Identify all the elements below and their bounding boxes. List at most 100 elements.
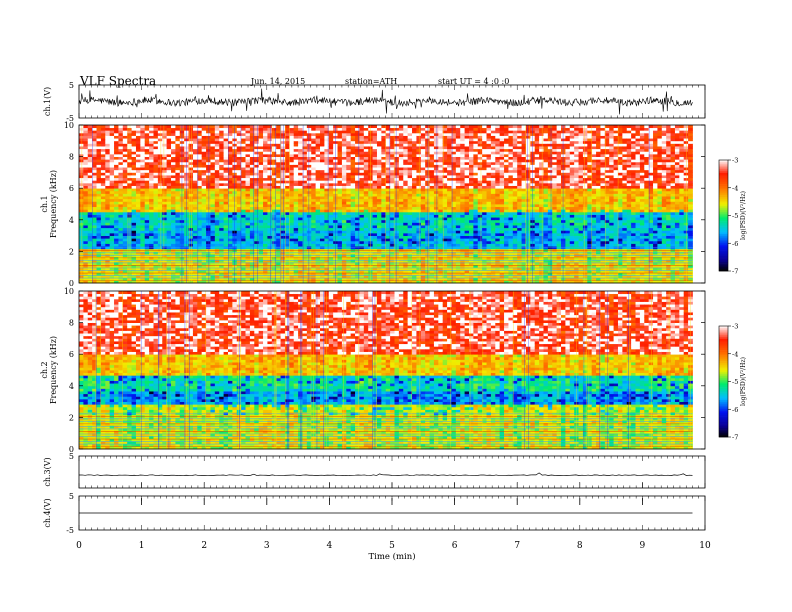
heat-cell bbox=[87, 277, 93, 281]
heat-cell bbox=[122, 272, 128, 276]
heat-cell bbox=[403, 225, 409, 229]
heat-cell bbox=[420, 164, 426, 168]
heat-cell bbox=[420, 156, 426, 160]
heat-cell bbox=[118, 227, 124, 231]
heat-cell bbox=[416, 175, 422, 179]
heat-cell bbox=[92, 161, 97, 165]
heat-cell bbox=[416, 225, 422, 229]
heat-cell bbox=[359, 169, 365, 173]
heat-cell bbox=[271, 151, 277, 155]
heat-cell bbox=[372, 172, 378, 176]
heat-cell bbox=[390, 196, 395, 200]
heat-cell bbox=[153, 217, 159, 221]
heat-cell bbox=[267, 156, 273, 160]
heat-cell bbox=[227, 177, 233, 181]
heat-cell bbox=[381, 151, 387, 155]
heat-cell bbox=[149, 188, 154, 192]
heat-cell bbox=[276, 135, 281, 139]
heat-cell bbox=[346, 267, 352, 271]
heat-cell bbox=[372, 264, 378, 268]
heat-cell bbox=[315, 211, 321, 215]
heat-cell bbox=[346, 201, 352, 205]
heat-cell bbox=[276, 209, 281, 213]
heat-cell bbox=[394, 153, 400, 157]
heat-cell bbox=[407, 164, 413, 168]
heat-cell bbox=[232, 230, 238, 234]
heat-cell bbox=[149, 198, 154, 202]
heat-cell bbox=[241, 222, 246, 226]
heat-cell bbox=[258, 138, 264, 142]
heat-cell bbox=[188, 135, 194, 139]
heat-cell bbox=[210, 159, 216, 163]
heat-cell bbox=[105, 172, 111, 176]
heat-cell bbox=[328, 175, 334, 179]
heat-cell bbox=[175, 151, 181, 155]
heat-cell bbox=[263, 175, 268, 179]
heat-cell bbox=[100, 177, 106, 181]
heat-cell bbox=[328, 240, 334, 244]
heat-cell bbox=[135, 201, 141, 205]
heat-cell bbox=[236, 227, 242, 231]
heat-cell bbox=[162, 161, 168, 165]
heat-cell bbox=[241, 172, 246, 176]
heat-cell bbox=[306, 182, 312, 186]
heat-cell bbox=[350, 167, 356, 171]
heat-cell bbox=[122, 219, 128, 223]
heat-cell bbox=[403, 153, 409, 157]
heat-cell bbox=[359, 151, 365, 155]
heat-cell bbox=[83, 201, 89, 205]
heat-cell bbox=[79, 161, 84, 165]
heat-cell bbox=[346, 272, 352, 276]
heat-cell bbox=[232, 204, 238, 208]
heat-cell bbox=[109, 214, 115, 218]
heat-cell bbox=[289, 240, 295, 244]
heat-cell bbox=[210, 177, 216, 181]
heat-cell bbox=[149, 161, 154, 165]
heat-cell bbox=[271, 177, 277, 181]
heat-cell bbox=[96, 217, 102, 221]
heat-cell bbox=[346, 156, 352, 160]
heat-cell bbox=[359, 127, 365, 131]
heat-cell bbox=[254, 164, 260, 168]
heat-cell bbox=[337, 190, 343, 194]
heat-cell bbox=[166, 143, 172, 147]
heat-cell bbox=[96, 125, 102, 129]
heat-cell bbox=[254, 132, 260, 136]
heat-cell bbox=[83, 175, 89, 179]
heat-cell bbox=[416, 217, 422, 221]
heat-cell bbox=[416, 238, 422, 242]
heat-cell bbox=[372, 269, 378, 273]
heat-cell bbox=[79, 243, 84, 247]
heat-cell bbox=[241, 269, 246, 273]
heat-cell bbox=[206, 232, 211, 236]
heat-cell bbox=[355, 204, 360, 208]
heat-cell bbox=[219, 164, 225, 168]
heat-cell bbox=[420, 204, 426, 208]
heat-cell bbox=[328, 235, 334, 239]
heat-cell bbox=[398, 132, 404, 136]
heat-cell bbox=[355, 182, 360, 186]
heat-cell bbox=[241, 219, 246, 223]
heat-cell bbox=[114, 161, 119, 165]
heat-cell bbox=[192, 138, 198, 142]
heat-cell bbox=[280, 230, 286, 234]
heat-cell bbox=[385, 227, 391, 231]
heat-cell bbox=[197, 211, 203, 215]
heat-cell bbox=[96, 132, 102, 136]
heat-cell bbox=[276, 164, 281, 168]
heat-cell bbox=[175, 125, 181, 129]
heat-cell bbox=[241, 159, 246, 163]
heat-cell bbox=[416, 159, 422, 163]
heat-cell bbox=[96, 238, 102, 242]
heat-cell bbox=[350, 196, 356, 200]
heat-cell bbox=[311, 269, 317, 273]
heat-cell bbox=[425, 217, 430, 221]
heat-cell bbox=[320, 130, 325, 134]
heat-cell bbox=[350, 143, 356, 147]
heat-cell bbox=[276, 269, 281, 273]
heat-cell bbox=[306, 267, 312, 271]
heat-cell bbox=[236, 243, 242, 247]
heat-cell bbox=[122, 151, 128, 155]
heat-cell bbox=[219, 190, 225, 194]
heat-cell bbox=[407, 275, 413, 279]
